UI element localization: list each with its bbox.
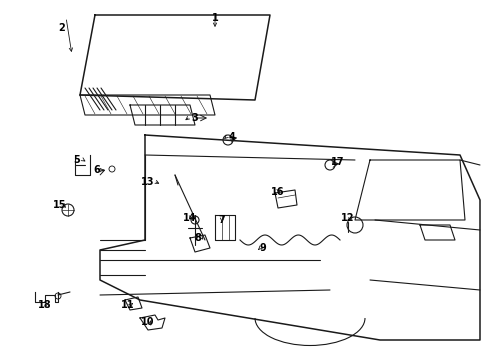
Text: 6: 6 [93, 165, 100, 175]
Text: 15: 15 [53, 200, 67, 210]
Text: 17: 17 [330, 157, 344, 167]
Text: 5: 5 [74, 155, 80, 165]
Text: 3: 3 [191, 113, 198, 123]
Text: 8: 8 [194, 233, 201, 243]
Text: 10: 10 [141, 317, 154, 327]
Text: 4: 4 [228, 132, 235, 142]
Text: 9: 9 [259, 243, 266, 253]
Text: 14: 14 [183, 213, 196, 223]
Text: 7: 7 [218, 215, 225, 225]
Text: 12: 12 [341, 213, 354, 223]
Text: 11: 11 [121, 300, 135, 310]
Text: 2: 2 [59, 23, 65, 33]
Text: 13: 13 [141, 177, 154, 187]
Text: 16: 16 [271, 187, 284, 197]
Text: 1: 1 [211, 13, 218, 23]
Text: 18: 18 [38, 300, 52, 310]
